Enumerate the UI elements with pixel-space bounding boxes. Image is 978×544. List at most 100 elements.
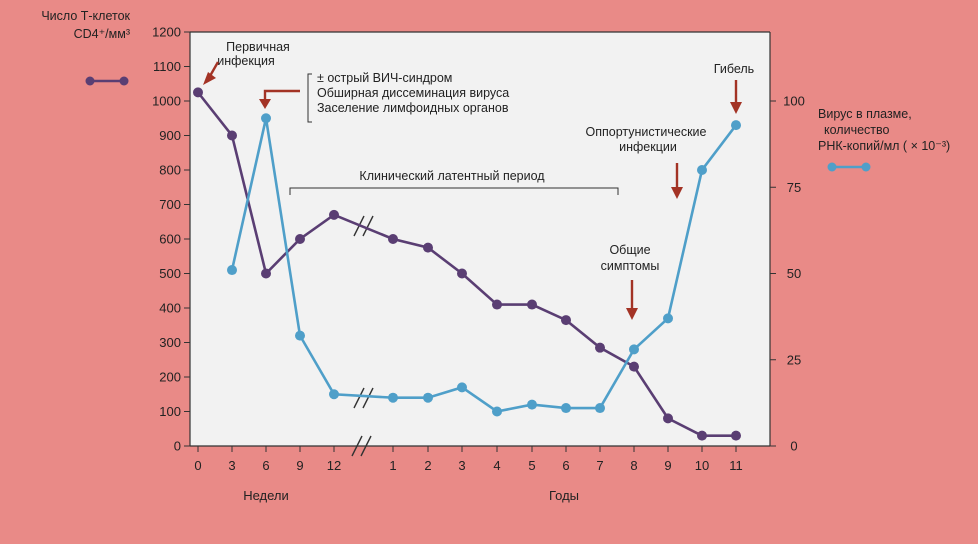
x-tick-label: 3: [228, 458, 235, 473]
legend-virus: [827, 162, 871, 172]
cd4-point: [227, 130, 237, 141]
y-left-tick-label: 100: [159, 404, 181, 419]
x-tick-label: 6: [262, 458, 269, 473]
x-tick-label: 10: [695, 458, 709, 473]
series-points-virus: [227, 113, 741, 417]
y-right-tick-label: 100: [783, 94, 805, 109]
annotation-primary-infection-1: Первичная: [226, 40, 290, 54]
annotation-symptoms-1: Общие: [609, 243, 650, 257]
x-tick-label: 11: [729, 458, 743, 473]
y-left-tick-label: 0: [174, 439, 181, 454]
arrow-acute-phase: [259, 89, 300, 109]
virus-point: [227, 265, 237, 276]
cd4-point: [663, 413, 673, 424]
left-axis-ticks: 0 100 200 300 400 500 600 700 800 900 1000 1100 1200: [152, 25, 190, 454]
arrow-symptoms: [626, 280, 638, 320]
cd4-point: [697, 430, 707, 441]
cd4-point: [492, 299, 502, 310]
annotation-acute-line2: Обширная диссеминация вируса: [317, 86, 509, 100]
y-left-tick-label: 800: [159, 163, 181, 178]
cd4-point: [595, 342, 605, 353]
y-left-label-line2: CD4⁺/мм³: [74, 27, 130, 41]
cd4-point: [561, 315, 571, 326]
x-tick-label: 4: [493, 458, 500, 473]
virus-point: [663, 313, 673, 324]
y-left-tick-label: 500: [159, 266, 181, 281]
annotation-opportunistic-1: Оппортунистические: [586, 125, 707, 139]
arrow-death: [730, 80, 742, 114]
cd4-point: [457, 268, 467, 279]
y-left-tick-label: 400: [159, 301, 181, 316]
cd4-point: [295, 234, 305, 244]
x-tick-label: 6: [562, 458, 569, 473]
cd4-point: [329, 209, 339, 220]
annotation-symptoms-2: симптомы: [601, 259, 660, 273]
right-axis-ticks: 0 25 50 75 100: [770, 94, 805, 454]
annotation-latent-bracket: [289, 187, 619, 195]
x-group-label-years: Годы: [549, 488, 579, 503]
y-left-tick-label: 300: [159, 335, 181, 350]
virus-point: [492, 406, 502, 417]
virus-point: [527, 399, 537, 410]
virus-point: [388, 392, 398, 403]
virus-point: [561, 403, 571, 414]
arrow-opportunistic: [671, 163, 683, 199]
x-tick-label: 8: [630, 458, 637, 473]
y-left-tick-label: 200: [159, 370, 181, 385]
virus-point: [629, 344, 639, 355]
y-right-label-line1: Вирус в плазме,: [818, 107, 912, 121]
y-right-tick-label: 25: [787, 352, 801, 367]
virus-point: [423, 392, 433, 403]
cd4-point: [731, 430, 741, 441]
y-right-tick-label: 0: [790, 439, 797, 454]
cd4-point: [629, 361, 639, 372]
series-points-cd4: [193, 87, 741, 441]
x-tick-label: 7: [596, 458, 603, 473]
x-tick-label: 2: [424, 458, 431, 473]
x-tick-label: 5: [528, 458, 535, 473]
x-tick-label: 9: [296, 458, 303, 473]
virus-point: [457, 382, 467, 393]
virus-point: [731, 120, 741, 131]
y-left-tick-label: 900: [159, 128, 181, 143]
x-axis-ticks: 0 3 6 9 12 1 2 3 4 5 6 7 8 9 10 11: [194, 446, 743, 473]
y-right-label-line2: количество: [824, 123, 890, 137]
legend-cd4: [85, 76, 129, 86]
y-left-tick-label: 600: [159, 232, 181, 247]
x-tick-label: 9: [664, 458, 671, 473]
axis-break-bottom: [353, 387, 374, 409]
annotation-death: Гибель: [714, 62, 754, 76]
x-tick-label: 3: [458, 458, 465, 473]
cd4-point: [388, 234, 398, 244]
x-tick-label: 0: [194, 458, 201, 473]
cd4-point: [193, 87, 203, 98]
y-right-label-line3: РНК-копий/мл ( × 10⁻³): [818, 139, 950, 153]
annotation-acute-line1: ± острый ВИЧ-синдром: [317, 71, 452, 85]
cd4-point: [261, 268, 271, 279]
virus-point: [261, 113, 271, 124]
arrow-primary-infection: [203, 61, 220, 85]
annotation-latent-period: Клинический латентный период: [359, 169, 545, 183]
plot-background: [190, 32, 770, 446]
x-group-label-weeks: Недели: [243, 488, 289, 503]
x-tick-label: 1: [389, 458, 396, 473]
annotation-opportunistic-2: инфекции: [619, 140, 677, 154]
series-line-cd4: [196, 91, 736, 437]
y-right-tick-label: 50: [787, 266, 801, 281]
cd4-point: [423, 242, 433, 253]
axis-break-x: [351, 435, 372, 457]
y-left-tick-label: 700: [159, 197, 181, 212]
y-left-label-line1: Число Т-клеток: [41, 9, 130, 23]
virus-point: [329, 389, 339, 400]
virus-point: [295, 330, 305, 341]
virus-point: [697, 165, 707, 175]
annotation-acute-line3: Заселение лимфоидных органов: [317, 101, 509, 115]
annotation-primary-infection-2: инфекция: [217, 54, 275, 68]
y-left-tick-label: 1000: [152, 94, 181, 109]
y-right-tick-label: 75: [787, 180, 801, 195]
cd4-point: [527, 299, 537, 310]
x-tick-label: 12: [327, 458, 341, 473]
virus-point: [595, 403, 605, 414]
annotation-acute-bracket: [307, 73, 312, 123]
